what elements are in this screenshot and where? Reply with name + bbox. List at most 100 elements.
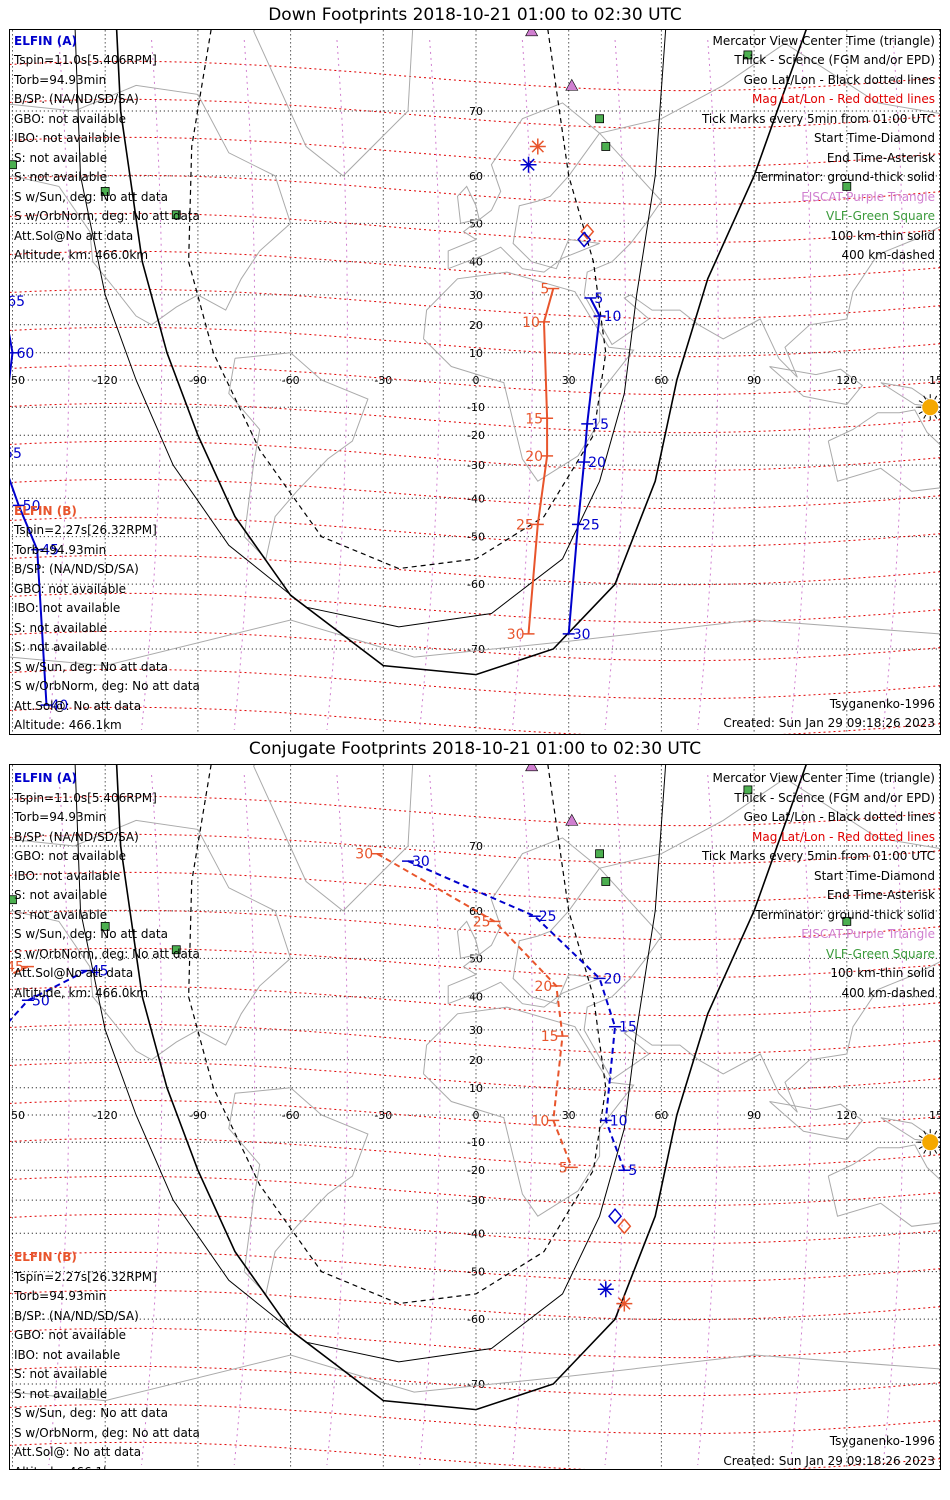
lon-label: 60 [654,374,668,387]
mag-meridian [882,774,905,1466]
sun-ray [923,414,927,419]
sun-ray [923,1149,927,1154]
sun-ray [923,395,927,400]
mag-meridian [604,774,626,1466]
mag-latitude-line [10,668,940,700]
ground-terminator [115,765,807,1411]
end-asterisk-icon [522,158,535,171]
lon-label: -60 [282,1109,300,1122]
coastline [827,1144,940,1227]
elfin-a-swsun: S w/Sun, deg: No att data [14,927,168,941]
legend-geo-grid: Geo Lat/Lon - Black dotted lines [743,810,935,824]
elfin-b-label: ELFIN (B) [14,504,77,518]
lon-label: 150 [929,374,941,387]
eiscat-triangle-icon [565,813,579,826]
lon-label: 150 [929,1109,941,1122]
mag-latitude-line [10,326,940,358]
mag-meridian [697,774,719,1466]
elfin-b-label: ELFIN (B) [14,1250,77,1264]
elfin-a-tick-label: 45 [91,964,109,980]
legend-start-time: Start Time-Diamond [813,131,935,145]
coastline [456,920,480,959]
elfin-a-tick-label: 30 [412,854,430,870]
elfin-a-tick-label: 60 [17,346,35,362]
elfin-b-tick-label: 30 [355,847,373,863]
mag-meridian [141,39,163,731]
coastline [228,352,369,560]
elfin-b-gbo: GBO: not available [14,582,127,596]
coastline [10,819,292,1061]
terminator-100km [74,30,667,628]
mag-latitude-line [10,516,940,548]
lat-label: 70 [469,105,483,118]
mag-meridian [48,774,70,1466]
legend-eiscat: EISCAT-Purple Triangle [801,927,935,941]
lon-label: -120 [93,1109,118,1122]
coastline [769,1101,864,1140]
mag-latitude-line [10,136,940,168]
elfin-a-tick-label: 10 [604,309,622,325]
sun-ray [937,1146,940,1149]
legend-center-time: Mercator View Center Time (triangle) [712,34,935,48]
mag-latitude-line [10,795,940,827]
legend-end-time: End Time-Asterisk [826,151,935,165]
coastline [447,102,601,273]
vlf-square-icon [743,50,753,60]
coastline [769,366,864,405]
vlf-square-icon [171,210,181,220]
mag-latitude-line [10,706,940,734]
sun-ray [934,395,938,400]
mag-latitude-line [10,1175,940,1207]
vlf-square-icon [100,187,110,196]
lat-label: 20 [469,1054,483,1067]
vlf-square-icon [100,922,110,931]
start-diamond-icon [577,231,592,248]
mag-meridian [789,39,812,731]
elfin-a-ibo: IBO: not available [14,869,121,883]
elfin-b-tick-label: 10 [531,1113,549,1129]
elfin-a-torb: Torb=94.93min [14,73,107,87]
elfin-a-tick-label: 5 [628,1163,637,1179]
elfin-a-sworb: S w/OrbNorm, deg: No att data [14,947,200,961]
legend-mag-grid: Mag Lat/Lon - Red dotted lines [751,92,935,106]
elfin-a-label: ELFIN (A) [14,771,77,785]
mag-latitude-line [10,98,940,130]
lon-label: 90 [747,1109,761,1122]
mag-latitude-line [10,1213,940,1245]
elfin-b-track [376,852,573,1168]
lon-label: 120 [836,374,857,387]
mag-latitude-line [10,440,940,472]
sun-icon [922,399,939,416]
elfin-b-tick-label: 5 [540,282,549,298]
elfin-b-torb: Torb=94.93min [14,543,107,557]
start-diamond-icon [608,1208,623,1225]
elfin-b-tick-label: 5 [559,1160,568,1176]
elfin-a-tick-label: 65 [10,294,25,310]
mag-latitude-line [10,1061,940,1093]
elfin-a-s1: S: not available [14,151,108,165]
elfin-a-attsol: Att.Sol@No att data [14,966,134,980]
mag-latitude-line [10,212,940,244]
coastline [10,619,940,667]
sun-ray [918,400,923,404]
elfin-a-sworb: S w/OrbNorm, deg: No att data [14,209,200,223]
elfin-b-altitude: Altitude: 466.1km [14,718,122,732]
lat-label: -70 [467,1378,485,1391]
vlf-square-icon [842,916,852,926]
mag-meridian [233,774,256,1466]
elfin-b-track [527,288,555,634]
vlf-square-icon [10,160,17,170]
lat-label: 60 [469,170,483,183]
mag-latitude-line [10,1251,940,1283]
legend-terminator: Terminator: ground-thick solid [755,170,935,184]
elfin-b-ibo: IBO: not available [14,601,121,615]
mag-latitude-line [10,1403,940,1435]
elfin-a-tick-label: 50 [23,498,41,514]
elfin-a-ibo: IBO: not available [14,131,121,145]
eiscat-triangle-icon [525,30,539,37]
elfin-a-altitude: Altitude, km: 466.0km [14,248,149,262]
end-asterisk-icon [618,1297,631,1310]
mag-latitude-line [10,592,940,624]
elfin-a-s2: S: not available [14,170,108,184]
elfin-a-track [567,297,601,634]
